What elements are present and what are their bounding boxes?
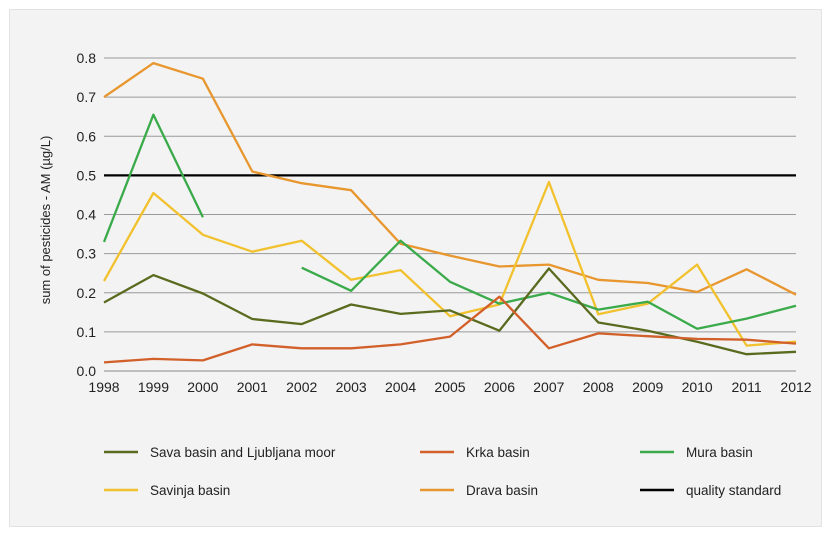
y-tick-label: 0.3 bbox=[77, 246, 97, 262]
series-line-savinja-basin bbox=[102, 180, 797, 347]
y-tick-label: 0.1 bbox=[77, 324, 97, 340]
y-tick-label: 0.0 bbox=[77, 363, 97, 379]
x-tick-label: 2012 bbox=[780, 379, 811, 395]
x-tick-label: 2006 bbox=[484, 379, 515, 395]
x-tick-label: 2009 bbox=[632, 379, 663, 395]
y-tick-label: 0.8 bbox=[77, 50, 97, 66]
series-line-drava-basin bbox=[103, 61, 797, 296]
legend-label-mura-basin: Mura basin bbox=[686, 445, 753, 460]
y-tick-label: 0.2 bbox=[77, 285, 97, 301]
x-tick-label: 2005 bbox=[434, 379, 465, 395]
y-tick-labels: 0.0 0.1 0.2 0.3 0.4 0.5 0.6 0.7 0.8 bbox=[77, 50, 97, 379]
series-lines bbox=[102, 61, 797, 364]
y-tick-label: 0.5 bbox=[77, 167, 97, 183]
x-tick-labels: 1998 1999 2000 2001 2002 2003 2004 2005 2006 2007… bbox=[88, 379, 811, 395]
series-line-mura-basin bbox=[301, 239, 797, 330]
series-line-krka-basin bbox=[103, 295, 797, 364]
x-tick-label: 2001 bbox=[237, 379, 268, 395]
x-tick-label: 2011 bbox=[732, 379, 762, 395]
x-tick-label: 2008 bbox=[583, 379, 614, 395]
x-tick-label: 2004 bbox=[385, 379, 416, 395]
grid-lines bbox=[104, 57, 796, 372]
legend-label-quality-standard: quality standard bbox=[686, 483, 781, 498]
legend-label-savinja-basin: Savinja basin bbox=[150, 483, 230, 498]
legend-label-sava-basin-and-ljubljana-moor: Sava basin and Ljubljana moor bbox=[150, 445, 336, 460]
chart-panel bbox=[9, 9, 822, 527]
x-tick-label: 1998 bbox=[88, 379, 119, 395]
x-tick-label: 2002 bbox=[286, 379, 317, 395]
x-tick-label: 2000 bbox=[187, 379, 218, 395]
x-tick-label: 2010 bbox=[682, 379, 713, 395]
y-tick-label: 0.7 bbox=[77, 89, 97, 105]
legend-label-drava-basin: Drava basin bbox=[466, 483, 538, 498]
x-tick-label: 2003 bbox=[336, 379, 367, 395]
series-line-mura-basin bbox=[102, 113, 204, 243]
y-axis-label: sum of pesticides - AM (µg/L) bbox=[38, 136, 53, 305]
legend-label-krka-basin: Krka basin bbox=[466, 445, 530, 460]
legend: Sava basin and Ljubljana moor Krka basin M… bbox=[104, 445, 781, 498]
x-tick-label: 1999 bbox=[138, 379, 169, 395]
x-tick-label: 2007 bbox=[533, 379, 564, 395]
y-tick-label: 0.6 bbox=[77, 128, 97, 144]
y-tick-label: 0.4 bbox=[77, 207, 97, 223]
